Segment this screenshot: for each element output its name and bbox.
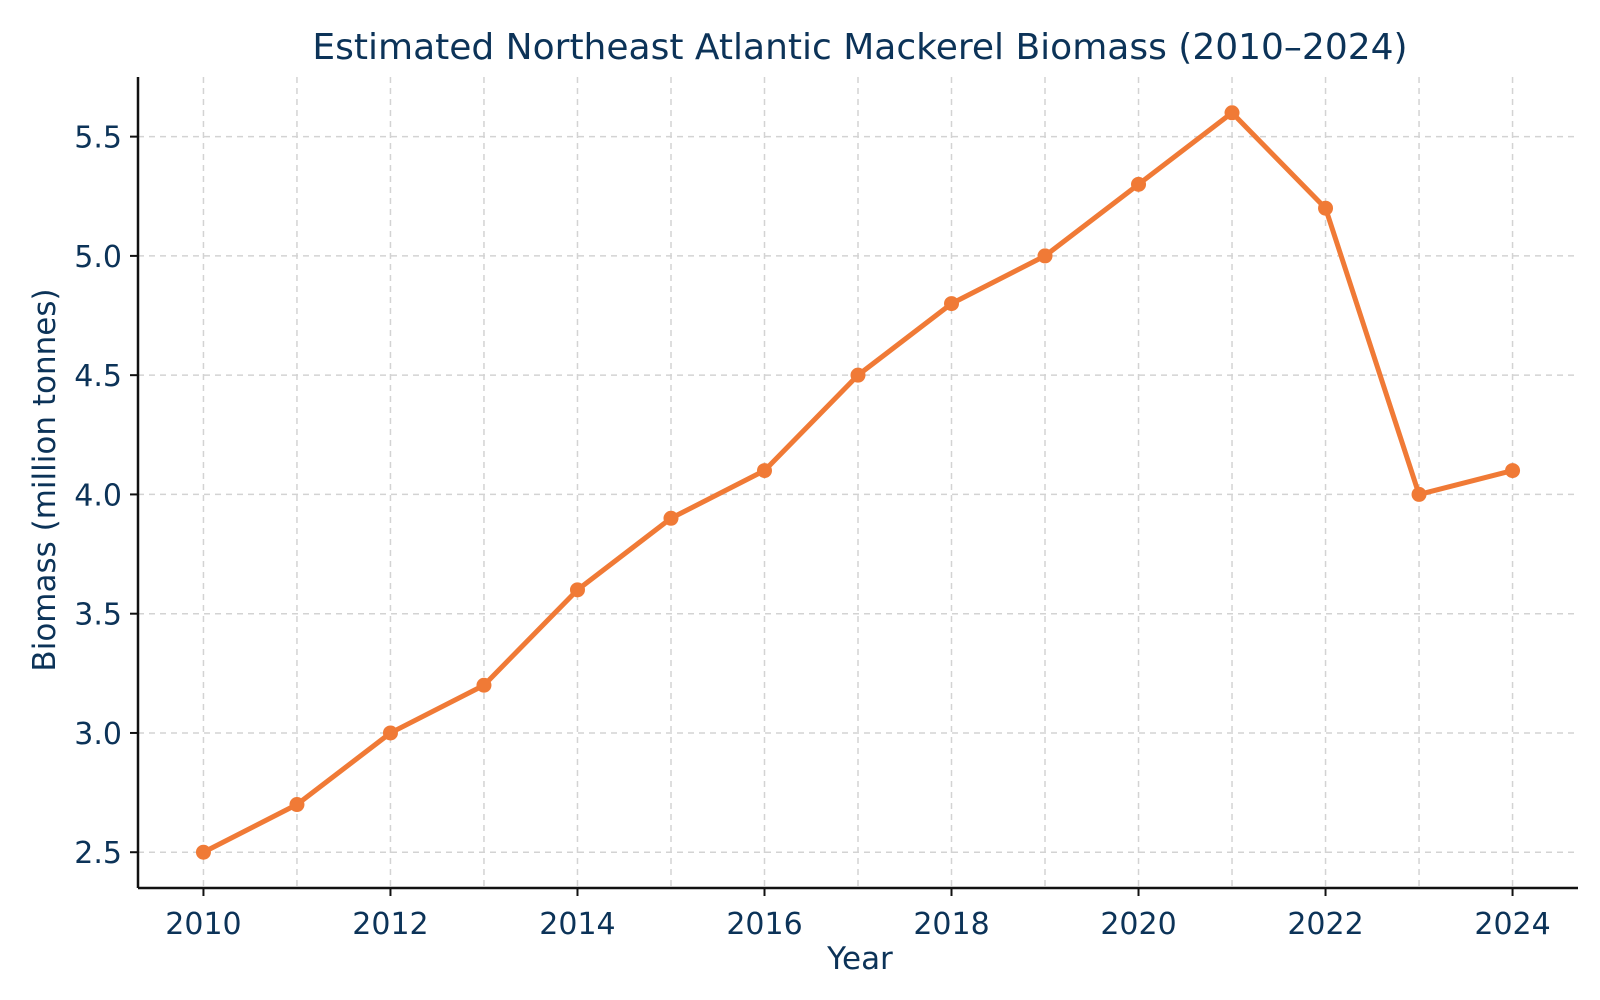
- data-point-2013: [476, 677, 492, 693]
- data-point-2014: [569, 582, 585, 598]
- y-tick-label: 4.0: [74, 478, 122, 513]
- axes-layer: 2.5 3.0 3.5 4.0 4.5 5.0 5.5 2010 2012 2014 2016 201…: [74, 77, 1578, 942]
- data-point-2018: [944, 296, 960, 312]
- y-tick-label: 5.0: [74, 240, 122, 275]
- data-point-2019: [1037, 248, 1053, 264]
- data-point-2011: [289, 797, 305, 813]
- data-point-2024: [1505, 463, 1521, 479]
- grid-layer: [138, 77, 1578, 888]
- data-point-2022: [1318, 200, 1334, 216]
- y-tick-label: 3.0: [74, 717, 122, 752]
- chart-title: Estimated Northeast Atlantic Mackerel Bi…: [312, 27, 1407, 68]
- x-tick-label: 2016: [726, 907, 802, 942]
- x-tick-label: 2022: [1287, 907, 1363, 942]
- x-tick-label: 2024: [1474, 907, 1550, 942]
- x-tick-label: 2014: [539, 907, 615, 942]
- y-tick-label: 5.5: [74, 121, 122, 156]
- x-tick-label: 2018: [913, 907, 989, 942]
- y-tick-label: 3.5: [74, 598, 122, 633]
- y-tick-label: 4.5: [74, 359, 122, 394]
- data-point-2016: [756, 463, 772, 479]
- y-tick-label: 2.5: [74, 836, 122, 871]
- data-point-2023: [1411, 486, 1427, 502]
- x-tick-label: 2010: [165, 907, 241, 942]
- data-layer: [195, 105, 1521, 860]
- data-point-2012: [382, 725, 398, 741]
- data-point-2021: [1224, 105, 1240, 121]
- data-point-2017: [850, 367, 866, 383]
- x-tick-label: 2020: [1100, 907, 1176, 942]
- y-axis-label: Biomass (million tonnes): [27, 288, 63, 671]
- data-point-2010: [195, 844, 211, 860]
- x-axis-label: Year: [826, 941, 893, 977]
- data-point-2020: [1131, 176, 1147, 192]
- x-tick-label: 2012: [352, 907, 428, 942]
- data-point-2015: [663, 510, 679, 526]
